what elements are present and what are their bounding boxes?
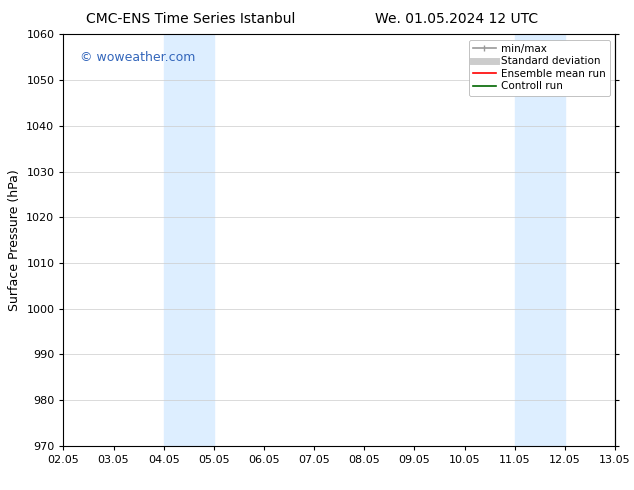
Text: CMC-ENS Time Series Istanbul: CMC-ENS Time Series Istanbul: [86, 12, 295, 26]
Y-axis label: Surface Pressure (hPa): Surface Pressure (hPa): [8, 169, 21, 311]
Text: We. 01.05.2024 12 UTC: We. 01.05.2024 12 UTC: [375, 12, 538, 26]
Bar: [515, 34, 565, 446]
Legend: min/max, Standard deviation, Ensemble mean run, Controll run: min/max, Standard deviation, Ensemble me…: [469, 40, 610, 96]
Bar: [164, 34, 214, 446]
Text: © woweather.com: © woweather.com: [80, 51, 195, 64]
